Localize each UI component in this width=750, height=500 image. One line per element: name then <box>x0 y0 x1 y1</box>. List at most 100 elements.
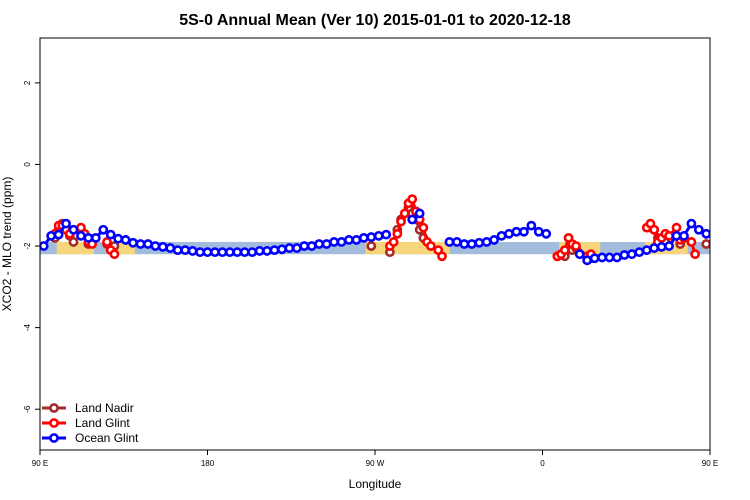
ocean-glint-point <box>128 237 138 248</box>
legend-swatch-point <box>49 418 59 428</box>
land-glint-point <box>571 241 581 251</box>
land-glint-point <box>388 237 399 247</box>
ocean-glint-point <box>582 255 593 266</box>
ocean-glint-point <box>40 241 49 251</box>
ocean-glint-point <box>224 247 235 258</box>
ocean-glint-point <box>277 244 287 255</box>
ocean-glint-point <box>589 253 600 264</box>
ocean-glint-point <box>195 247 205 258</box>
land-glint-point <box>671 222 682 233</box>
y-tick-label: 0 <box>23 162 32 167</box>
ocean-glint-point <box>511 226 522 237</box>
ocean-glint-point <box>329 237 339 247</box>
ocean-glint-point <box>626 249 637 260</box>
ocean-glint-point <box>718 235 725 242</box>
ocean-glint-point <box>247 247 258 258</box>
ocean-glint-point <box>76 230 86 241</box>
land-glint-point <box>649 224 660 235</box>
ocean-glint-point <box>664 241 674 251</box>
ocean-glint-point <box>444 237 455 247</box>
ocean-glint-point <box>373 230 384 241</box>
ocean-glint-point <box>83 232 94 243</box>
ocean-glint-point <box>612 252 622 263</box>
ocean-glint-point <box>217 247 228 258</box>
y-tick-label: 2 <box>23 80 32 85</box>
legend-item-land-nadir: Land Nadir <box>42 401 134 415</box>
land-glint-point <box>425 241 436 251</box>
ocean-glint-point <box>291 243 302 253</box>
ocean-glint-point <box>481 237 492 247</box>
ocean-glint-point <box>321 239 332 249</box>
ocean-glint-point <box>299 241 310 251</box>
ocean-glint-point <box>53 229 64 240</box>
ocean-glint-point <box>619 250 630 260</box>
ocean-glint-point <box>150 241 161 251</box>
legend-swatch-point <box>49 403 59 413</box>
land-glint-point <box>664 230 674 241</box>
land-nadir-point <box>701 239 710 249</box>
ocean-glint-point <box>459 239 470 249</box>
ocean-glint-point <box>165 243 176 253</box>
ocean-glint-point <box>366 232 377 242</box>
ocean-glint-point <box>113 233 124 244</box>
land-glint-point <box>399 208 410 219</box>
ocean-glint-point <box>239 247 250 258</box>
ocean-glint-point <box>518 226 529 237</box>
ocean-glint-point <box>262 246 272 256</box>
ocean-glint-point <box>533 226 544 237</box>
ocean-glint-point <box>336 237 347 247</box>
ocean-glint-point <box>187 246 198 256</box>
ocean-glint-series <box>40 208 739 266</box>
x-tick-label: 180 <box>201 459 215 468</box>
land-glint-point <box>109 249 120 260</box>
x-tick-label: 90 E <box>32 459 48 468</box>
series-layer <box>40 194 739 266</box>
land-glint-point <box>559 245 570 256</box>
ocean-glint-point <box>526 220 537 231</box>
land-glint-point <box>437 251 447 262</box>
ocean-glint-point <box>496 230 507 241</box>
ocean-glint-point <box>358 232 369 243</box>
x-axis-label: Longitude <box>349 477 402 491</box>
ocean-glint-point <box>679 230 689 241</box>
ocean-glint-point <box>232 247 243 258</box>
ocean-glint-point <box>46 230 57 241</box>
land-glint-point <box>102 237 112 247</box>
legend-item-ocean-glint: Ocean Glint <box>42 431 139 445</box>
land-nadir-point <box>68 237 79 247</box>
ocean-glint-point <box>143 239 153 249</box>
y-tick-label: -2 <box>23 242 32 250</box>
ocean-glint-point <box>656 241 667 252</box>
ocean-glint-point <box>574 249 585 260</box>
land-glint-point <box>418 222 429 233</box>
legend-label: Ocean Glint <box>75 431 139 445</box>
ocean-glint-point <box>61 218 71 229</box>
ocean-glint-point <box>489 235 500 245</box>
ocean-glint-point <box>98 224 109 235</box>
ocean-glint-point <box>732 235 739 242</box>
ocean-glint-point <box>708 232 710 240</box>
x-tick-label: 90 W <box>366 459 385 468</box>
ocean-glint-point <box>306 241 317 251</box>
ocean-glint-point <box>597 252 607 263</box>
legend-label: Land Glint <box>75 416 130 430</box>
y-tick-label: -4 <box>23 324 32 332</box>
land-glint-point <box>690 249 701 260</box>
ocean-glint-point <box>344 235 354 245</box>
ocean-glint-point <box>314 239 325 249</box>
land-glint-point <box>392 228 403 239</box>
ocean-glint-point <box>135 239 146 249</box>
land-glint-point <box>407 194 418 205</box>
ocean-glint-point <box>451 237 462 247</box>
ocean-glint-point <box>541 228 552 239</box>
ocean-glint-point <box>157 241 168 252</box>
ocean-glint-point <box>641 245 652 256</box>
ocean-glint-point <box>474 237 485 248</box>
land-nadir-point <box>366 241 377 251</box>
y-axis: 2 0 -2 -4 -6 <box>23 80 40 413</box>
land-glint-point <box>396 216 406 227</box>
legend-label: Land Nadir <box>75 401 134 415</box>
ocean-glint-point <box>284 243 295 253</box>
